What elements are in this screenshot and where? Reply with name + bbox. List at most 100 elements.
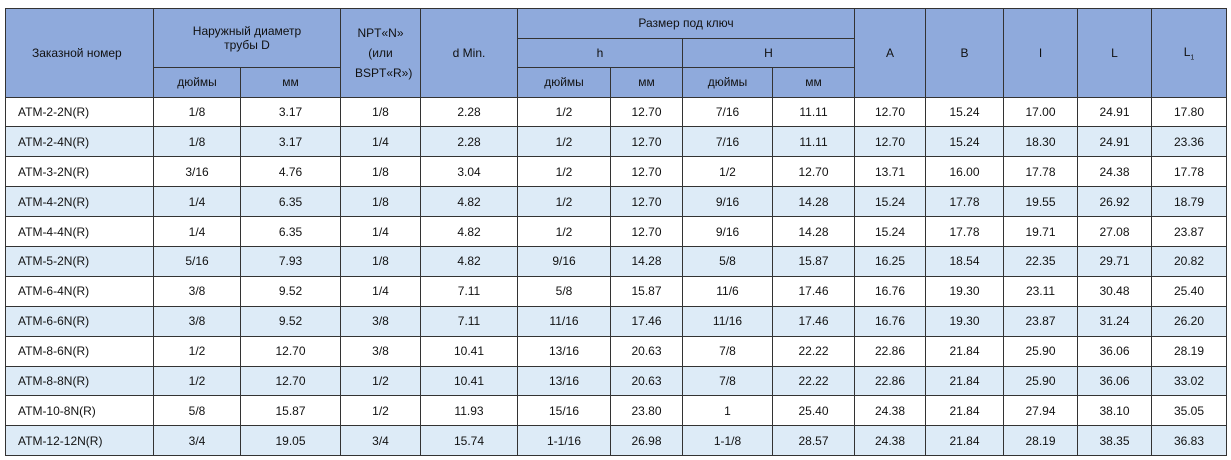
table-cell: 7/16 [682,126,773,158]
table-cell: 1-1/16 [517,425,611,457]
table-cell: 33.02 [1151,365,1228,397]
table-cell: 2.28 [420,126,518,158]
L1-subscript: 1 [1190,53,1195,61]
table-cell: 23.11 [1003,275,1079,307]
table-cell: 20.82 [1151,245,1228,277]
table-cell: 16.00 [925,156,1005,188]
table-cell: 12.70 [771,156,856,188]
table-cell: 12.70 [610,96,683,128]
col-L1: L1 [1151,8,1228,98]
table-cell: 28.19 [1003,425,1079,457]
table-cell: 9.52 [240,275,341,307]
table-cell: 19.05 [240,425,341,457]
col-I: I [1003,8,1079,98]
order-number-cell: ATM-2-4N(R) [5,126,154,158]
table-cell: 11/16 [682,305,773,337]
table-cell: 15.24 [925,96,1005,128]
table-cell: 17.78 [925,186,1005,218]
table-cell: 15.87 [610,275,683,307]
table-cell: 23.87 [1151,216,1228,247]
table-cell: 12.70 [854,126,927,158]
table-cell: 20.63 [610,365,683,397]
table-row: ATM-10-8N(R) 5/8 15.87 1/2 11.93 15/16 23.80 1 2… [5,395,1228,427]
table-cell: 23.36 [1151,126,1228,158]
table-cell: 1/4 [153,186,241,218]
table-cell: 16.76 [854,305,927,337]
table-cell: 9.52 [240,305,341,337]
table-cell: 1/2 [340,395,421,427]
table-row: ATM-2-2N(R) 1/8 3.17 1/8 2.28 1/2 12.70 7/16 11.… [5,96,1228,128]
table-cell: 3/8 [153,305,241,337]
table-cell: 17.00 [1003,96,1079,128]
table-cell: 15.24 [854,216,927,247]
table-cell: 19.30 [925,305,1005,337]
table-cell: 12.70 [610,156,683,188]
table-cell: 5/8 [153,395,241,427]
table-cell: 7.11 [420,275,518,307]
table-cell: 16.25 [854,245,927,277]
table-cell: 5/16 [153,245,241,277]
table-cell: 21.84 [925,425,1005,457]
table-cell: 17.46 [610,305,683,337]
table-cell: 12.70 [610,216,683,247]
table-cell: 1/8 [340,96,421,128]
table-cell: 28.19 [1151,335,1228,367]
table-cell: 14.28 [771,216,856,247]
table-cell: 13/16 [517,365,611,397]
order-number-cell: ATM-6-6N(R) [5,305,154,337]
table-cell: 9/16 [682,216,773,247]
table-cell: 1/2 [517,126,611,158]
col-H: H [681,37,856,68]
table-cell: 17.46 [771,275,856,307]
table-cell: 18.30 [1003,126,1079,158]
table-row: ATM-5-2N(R) 5/16 7.93 1/8 4.82 9/16 14.28 5/8 15… [5,245,1228,277]
table-cell: 1/4 [340,275,421,307]
table-row: ATM-12-12N(R) 3/4 19.05 3/4 15.74 1-1/16 26.98… [5,425,1228,457]
table-cell: 38.10 [1077,395,1153,427]
table-cell: 21.84 [925,365,1005,397]
col-H-inches: дюймы [682,67,773,98]
table-cell: 11.11 [771,96,856,128]
table-cell: 1/2 [517,156,611,188]
order-number-cell: ATM-6-4N(R) [5,275,154,307]
table-cell: 25.40 [771,395,856,427]
table-cell: 7/8 [682,365,773,397]
table-cell: 24.38 [1077,156,1153,188]
table-cell: 3.17 [240,96,341,128]
table-cell: 5/8 [682,245,773,277]
table-cell: 17.78 [925,216,1005,247]
table-cell: 21.84 [925,335,1005,367]
table-cell: 1/2 [517,186,611,218]
table-cell: 29.71 [1077,245,1153,277]
table-cell: 24.38 [854,425,927,457]
table-cell: 18.79 [1151,186,1228,218]
table-cell: 17.78 [1003,156,1079,188]
table-cell: 3/4 [340,425,421,457]
table-row: ATM-6-6N(R) 3/8 9.52 3/8 7.11 11/16 17.46 11/16… [5,305,1228,337]
table-cell: 23.80 [610,395,683,427]
table-cell: 7.11 [420,305,518,337]
table-cell: 1/8 [153,96,241,128]
table-cell: 13.71 [854,156,927,188]
table-cell: 15.87 [771,245,856,277]
col-B: B [925,8,1005,98]
table-cell: 4.82 [420,216,518,247]
table-cell: 22.86 [854,335,927,367]
fittings-dimensions-table: Заказной номер Наружный диаметр трубы D … [5,8,1228,457]
order-number-cell: ATM-10-8N(R) [5,395,154,427]
table-cell: 11/16 [517,305,611,337]
table-cell: 25.40 [1151,275,1228,307]
table-cell: 14.28 [610,245,683,277]
table-cell: 10.41 [420,335,518,367]
table-cell: 1/2 [153,335,241,367]
table-cell: 7.93 [240,245,341,277]
table-cell: 15.87 [240,395,341,427]
table-cell: 1 [682,395,773,427]
table-cell: 19.30 [925,275,1005,307]
table-cell: 7/8 [682,335,773,367]
table-cell: 22.22 [771,335,856,367]
table-cell: 12.70 [240,335,341,367]
table-cell: 26.92 [1077,186,1153,218]
table-cell: 3/4 [153,425,241,457]
table-cell: 31.24 [1077,305,1153,337]
